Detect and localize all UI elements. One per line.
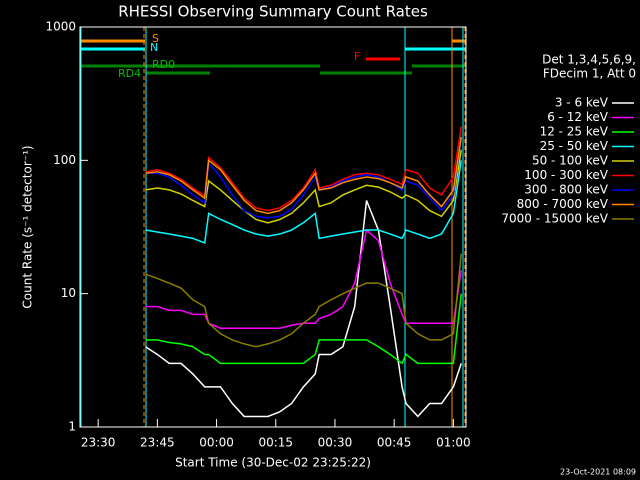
y-tick-label: 100 — [53, 153, 76, 167]
series-line — [145, 200, 462, 418]
y-tick-label: 1 — [68, 420, 76, 434]
legend-header: Det 1,3,4,5,6,9, — [542, 53, 636, 67]
state-bars: S N F RD0 RD4 — [80, 32, 466, 80]
legend-header: FDecim 1, Att 0 — [543, 67, 636, 81]
legend-label: 300 - 800 keV — [524, 183, 608, 197]
legend-label: 6 - 12 keV — [547, 110, 609, 124]
y-tick-label: 1000 — [45, 20, 76, 34]
series-line — [145, 293, 463, 365]
plot-frame — [79, 26, 467, 428]
legend-label: 50 - 100 keV — [532, 154, 609, 168]
series-line — [145, 126, 463, 212]
legend-label: 7000 - 15000 keV — [501, 212, 608, 226]
x-tick-label: 00:00 — [199, 436, 234, 450]
legend-label: 12 - 25 keV — [540, 125, 609, 139]
annotation: RD0 — [152, 58, 175, 71]
vertical-markers — [80, 27, 466, 427]
series-line — [145, 136, 463, 219]
legend-label: 800 - 7000 keV — [517, 197, 609, 211]
series-line — [145, 136, 463, 215]
chart-title: RHESSI Observing Summary Count Rates — [118, 3, 428, 21]
series-line — [145, 228, 463, 330]
series-line — [145, 149, 463, 224]
x-tick-label: 00:30 — [318, 436, 353, 450]
y-tick-label: 10 — [61, 286, 76, 300]
legend-label: 25 - 50 keV — [540, 139, 609, 153]
annotation: S — [152, 32, 159, 45]
x-tick-label: 00:15 — [258, 436, 293, 450]
series-line — [145, 253, 463, 348]
annotation: F — [354, 50, 360, 63]
x-axis-label: Start Time (30-Dec-02 23:25:22) — [175, 456, 371, 470]
x-tick-label: 23:45 — [140, 436, 175, 450]
annotation: RD4 — [118, 67, 141, 80]
series-line — [145, 160, 463, 245]
x-tick-label: 00:45 — [377, 436, 412, 450]
x-tick-label: 23:30 — [81, 436, 116, 450]
footer: 23-Oct-2021 08:09 — [560, 468, 636, 477]
x-tick-label: 01:00 — [436, 436, 471, 450]
legend-label: 3 - 6 keV — [555, 96, 609, 110]
legend-label: 100 - 300 keV — [524, 168, 608, 182]
annotation: N — [150, 41, 158, 54]
y-axis-label: Count Rate (s⁻¹ detector⁻¹) — [21, 145, 35, 308]
